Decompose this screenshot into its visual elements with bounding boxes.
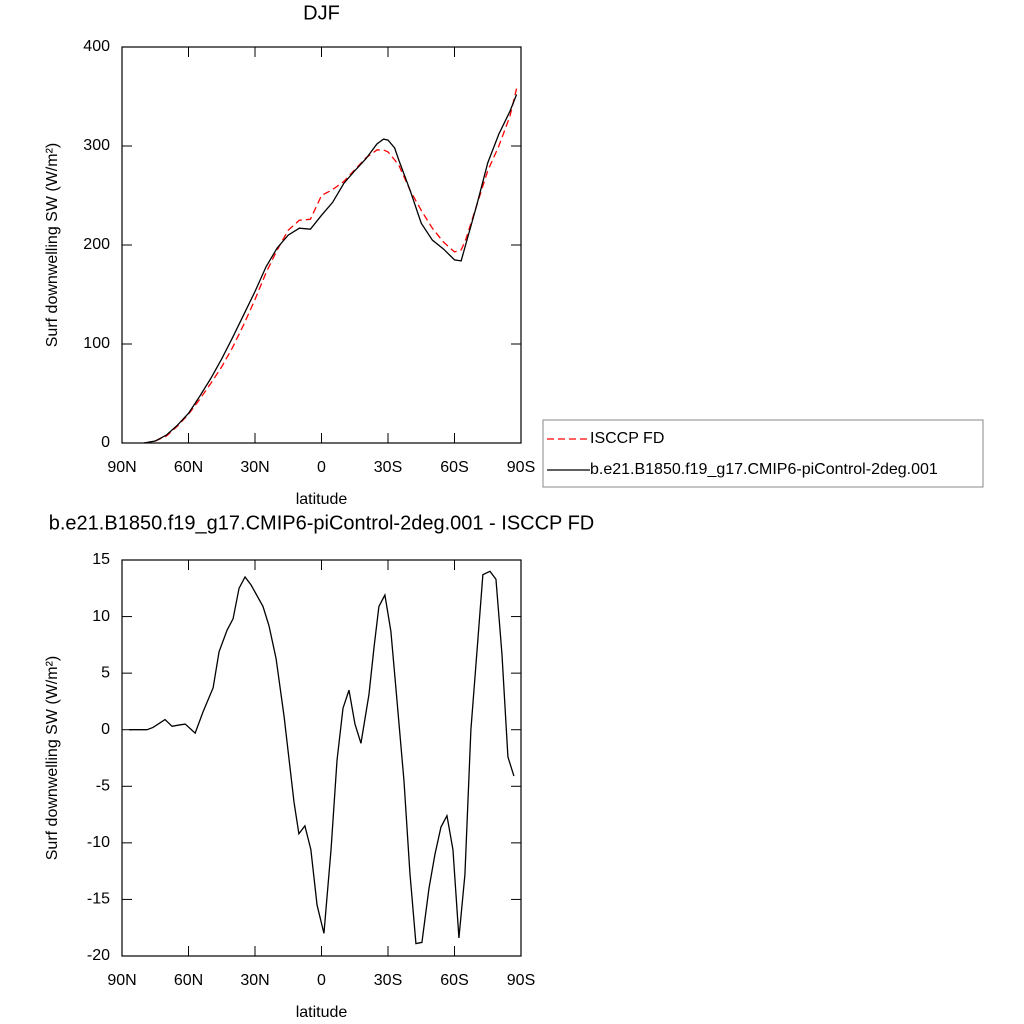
x-tick-label: 90S	[507, 459, 535, 476]
chart-title: b.e21.B1850.f19_g17.CMIP6-piControl-2deg…	[49, 512, 595, 534]
data-line	[129, 570, 515, 945]
x-tick-label: 60S	[440, 972, 468, 989]
y-tick-label: -15	[87, 891, 110, 908]
y-tick-label: 5	[101, 664, 110, 681]
y-tick-label: 100	[83, 335, 110, 352]
x-tick-label: 30S	[374, 972, 402, 989]
y-tick-label: -5	[96, 778, 110, 795]
y-tick-label: 400	[83, 38, 110, 55]
x-tick-label: 60S	[440, 459, 468, 476]
x-tick-label: 30S	[374, 459, 402, 476]
y-tick-label: 15	[92, 551, 110, 568]
x-tick-label: 60N	[174, 972, 203, 989]
data-line	[144, 94, 518, 444]
x-tick-label: 0	[317, 972, 326, 989]
x-tick-label: 90N	[107, 459, 136, 476]
x-axis-label: latitude	[296, 1004, 348, 1021]
y-tick-label: -20	[87, 947, 110, 964]
x-tick-label: 30N	[240, 459, 269, 476]
y-tick-label: 0	[101, 721, 110, 738]
data-line	[144, 88, 518, 444]
legend-label: b.e21.B1850.f19_g17.CMIP6-piControl-2deg…	[590, 461, 938, 478]
x-tick-label: 60N	[174, 459, 203, 476]
y-tick-label: 0	[101, 434, 110, 451]
y-tick-label: 10	[92, 608, 110, 625]
y-tick-label: 200	[83, 236, 110, 253]
plot-frame	[121, 46, 522, 444]
y-tick-label: 300	[83, 137, 110, 154]
x-tick-label: 30N	[240, 972, 269, 989]
x-tick-label: 90N	[107, 972, 136, 989]
x-tick-label: 90S	[507, 972, 535, 989]
legend-label: ISCCP FD	[590, 430, 664, 447]
chart-title: DJF	[303, 2, 340, 24]
legend-box	[542, 419, 984, 488]
y-axis-label: Surf downwelling SW (W/m²)	[44, 143, 61, 347]
plot-frame	[121, 559, 522, 957]
x-tick-label: 0	[317, 459, 326, 476]
x-axis-label: latitude	[296, 491, 348, 508]
y-tick-label: -10	[87, 834, 110, 851]
y-axis-label: Surf downwelling SW (W/m²)	[44, 656, 61, 860]
